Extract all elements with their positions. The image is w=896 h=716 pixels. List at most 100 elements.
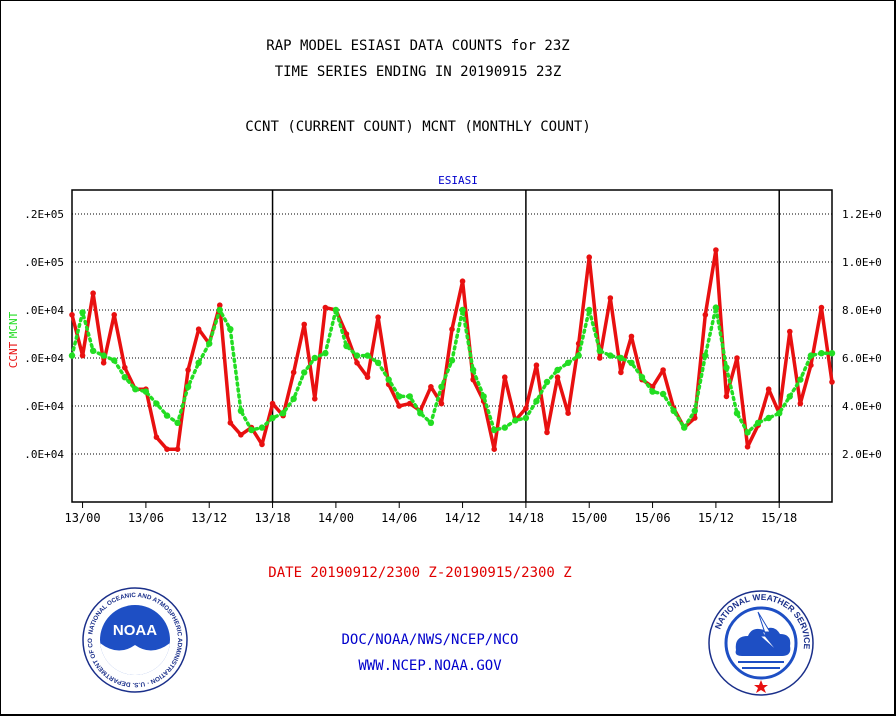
data-point-mcnt: [290, 395, 297, 402]
x-tick-label: 15/18: [761, 511, 797, 525]
data-point-ccnt: [227, 420, 234, 426]
y-tick-label-right: 4.0E+0: [842, 400, 882, 413]
data-point-mcnt: [248, 426, 255, 434]
nws-logo: NATIONAL WEATHER SERVICE: [708, 590, 814, 696]
data-point-mcnt: [153, 400, 160, 407]
data-point-mcnt: [702, 352, 709, 359]
data-point-ccnt: [69, 312, 75, 318]
data-point-ccnt: [449, 326, 455, 333]
x-tick-label: 15/06: [634, 511, 670, 525]
x-tick-label: 14/18: [508, 511, 544, 525]
x-tick-label: 13/06: [128, 511, 164, 525]
data-point-mcnt: [374, 359, 382, 366]
data-point-mcnt: [237, 407, 245, 414]
data-point-ccnt: [195, 326, 202, 333]
data-point-mcnt: [543, 378, 551, 386]
data-point-mcnt: [564, 359, 572, 366]
y-tick-label-right: 8.0E+0: [842, 304, 882, 317]
data-point-ccnt: [174, 446, 181, 453]
data-point-mcnt: [459, 306, 466, 314]
data-point-mcnt: [512, 417, 519, 424]
data-point-ccnt: [829, 379, 835, 385]
data-point-mcnt: [491, 426, 498, 434]
y-tick-label-left: .0E+05: [24, 256, 64, 269]
data-point-ccnt: [544, 429, 550, 436]
data-point-mcnt: [322, 350, 329, 357]
data-point-ccnt: [723, 393, 730, 400]
data-point-ccnt: [523, 405, 529, 412]
data-point-ccnt: [259, 441, 265, 448]
data-point-mcnt: [681, 424, 688, 431]
plot-frame: [71, 189, 833, 503]
data-point-ccnt: [713, 247, 719, 253]
y-tick-label-left: .0E+04: [24, 400, 64, 413]
data-point-ccnt: [586, 254, 593, 260]
data-point-mcnt: [227, 326, 234, 333]
data-point-mcnt: [343, 342, 350, 350]
data-point-mcnt: [786, 393, 793, 400]
data-point-ccnt: [153, 434, 160, 441]
data-point-mcnt: [89, 347, 97, 354]
y-tick-label-right: 1.0E+0: [842, 256, 882, 269]
data-point-mcnt: [448, 357, 456, 364]
data-point-mcnt: [121, 374, 128, 381]
data-point-mcnt: [311, 354, 318, 362]
data-point-mcnt: [575, 352, 582, 359]
data-point-mcnt: [206, 340, 213, 347]
data-point-ccnt: [375, 314, 381, 321]
data-point-mcnt: [301, 369, 308, 376]
data-point-ccnt: [90, 290, 96, 297]
data-point-ccnt: [628, 333, 635, 340]
data-point-ccnt: [554, 374, 561, 381]
data-point-ccnt: [702, 312, 709, 318]
data-point-mcnt: [216, 306, 223, 314]
x-tick-label: 14/06: [381, 511, 417, 525]
x-tick-label: 14/00: [318, 511, 354, 525]
x-tick-label: 14/12: [444, 511, 480, 525]
data-point-mcnt: [332, 306, 340, 314]
data-point-mcnt: [142, 388, 150, 395]
data-point-ccnt: [660, 367, 666, 373]
data-point-ccnt: [311, 396, 318, 402]
data-point-mcnt: [554, 366, 561, 374]
data-point-mcnt: [723, 364, 730, 371]
data-point-mcnt: [480, 393, 487, 400]
data-point-mcnt: [396, 393, 403, 400]
data-point-mcnt: [607, 352, 614, 359]
y-tick-label-left: .0E+04: [24, 304, 64, 317]
y-tick-label-left: .0E+04: [24, 352, 64, 365]
noaa-logo: NOAA NATIONAL OCEANIC AND ATMOSPHERIC AD…: [82, 587, 188, 693]
data-point-ccnt: [596, 355, 603, 361]
x-tick-label: 13/00: [64, 511, 100, 525]
data-point-mcnt: [628, 359, 635, 366]
data-point-ccnt: [290, 369, 297, 376]
y-tick-label-right: 6.0E+0: [842, 352, 882, 365]
x-tick-label: 15/12: [698, 511, 734, 525]
data-point-mcnt: [79, 309, 86, 316]
x-tick-label: 13/12: [191, 511, 227, 525]
chart-subtitle: CCNT (CURRENT COUNT) MCNT (MONTHLY COUNT…: [245, 119, 591, 135]
data-point-ccnt: [111, 312, 118, 318]
data-point-mcnt: [754, 419, 762, 426]
data-point-ccnt: [765, 386, 772, 393]
data-point-mcnt: [111, 357, 118, 364]
data-point-mcnt: [522, 414, 530, 422]
data-point-ccnt: [406, 400, 413, 407]
data-point-mcnt: [353, 352, 361, 359]
website-link[interactable]: WWW.NCEP.NOAA.GOV: [358, 658, 502, 674]
data-point-ccnt: [808, 362, 814, 369]
data-point-ccnt: [607, 295, 614, 301]
y-tick-label-left: .2E+05: [24, 208, 64, 221]
data-point-ccnt: [269, 400, 276, 407]
data-point-ccnt: [565, 410, 571, 417]
data-point-ccnt: [396, 403, 403, 409]
y-tick-label-right: 1.2E+0: [842, 208, 882, 221]
y-tick-label-left: .0E+04: [24, 448, 64, 461]
data-point-ccnt: [786, 328, 793, 335]
data-point-ccnt: [691, 415, 698, 421]
data-point-mcnt: [501, 424, 508, 431]
data-point-mcnt: [100, 352, 107, 359]
frame-border-top: [0, 0, 896, 1]
data-point-ccnt: [322, 304, 329, 311]
